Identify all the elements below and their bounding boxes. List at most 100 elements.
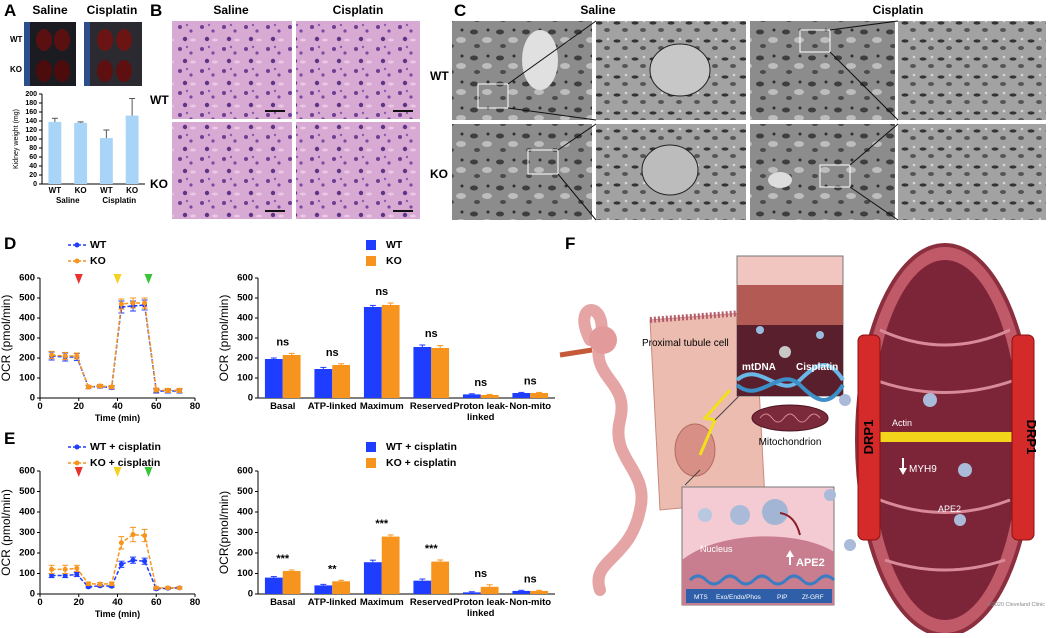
column-label: Saline (580, 3, 616, 17)
shape (172, 122, 292, 219)
shape (527, 149, 559, 175)
x-label-box: Maximum (360, 401, 404, 412)
shape (557, 173, 597, 221)
y-tick-label: 400 (19, 313, 35, 324)
y-tick-label: 600 (237, 273, 253, 284)
row-label: WT (430, 69, 449, 83)
diagram-label: Proximal tubule cell (642, 338, 729, 349)
data-point (130, 532, 136, 538)
significance-label: ** (328, 563, 337, 575)
x-label-box: Basal (270, 597, 296, 608)
shape (1011, 334, 1035, 541)
bar (282, 355, 301, 398)
shape (36, 60, 52, 82)
shape (116, 60, 132, 82)
bar (480, 395, 499, 398)
y-tick-label: 0 (248, 393, 253, 404)
bar (413, 580, 432, 594)
data-point (62, 353, 68, 359)
shape (829, 51, 899, 121)
row-label: WT (150, 93, 169, 107)
significance-label: ns (276, 336, 289, 348)
shape (923, 393, 937, 407)
shape (819, 164, 851, 188)
shape (698, 508, 712, 522)
shape (751, 404, 829, 432)
significance-label: ns (326, 347, 339, 359)
y-tick-label: 300 (237, 333, 253, 344)
shape (954, 514, 966, 526)
shape (779, 512, 801, 536)
kidney-photos (24, 22, 142, 86)
shape (97, 60, 113, 82)
domain-label: MTS (694, 594, 708, 601)
bar (282, 571, 301, 594)
injection-marker (113, 467, 122, 477)
shape (452, 21, 592, 120)
diagram-label: DRP1 (861, 420, 876, 455)
shape (97, 29, 113, 51)
y-tick-label: 600 (19, 466, 35, 477)
shape (24, 22, 30, 86)
bar (381, 305, 400, 398)
panel-label: D (4, 234, 16, 253)
data-point (153, 387, 159, 393)
row-label: KO (150, 177, 168, 191)
shape (849, 186, 899, 221)
y-axis-label: OCR (pmol/min) (0, 489, 13, 576)
shape (116, 29, 132, 51)
shape (686, 589, 832, 603)
bar (431, 348, 450, 398)
data-point (49, 573, 55, 579)
x-tick-label: WT (49, 186, 62, 195)
data-point (153, 585, 159, 591)
panel-label: E (4, 429, 15, 448)
legend-swatch (366, 442, 376, 452)
y-tick-label: 0 (30, 393, 35, 404)
data-point (62, 566, 68, 572)
y-tick-label: 100 (237, 568, 253, 579)
significance-label: *** (276, 553, 290, 565)
legend-swatch (366, 458, 376, 468)
bar (264, 577, 283, 594)
panel-label: F (565, 234, 575, 253)
bar (363, 307, 382, 398)
shape (296, 122, 420, 219)
column-label: Cisplatin (333, 3, 384, 17)
x-tick-label: KO (126, 186, 138, 195)
y-tick-label: 180 (25, 100, 37, 107)
x-tick-label: Basal (270, 597, 296, 608)
y-tick-label: 100 (237, 373, 253, 384)
y-tick-label: 40 (29, 163, 37, 170)
row-label: KO (10, 65, 22, 74)
significance-label: *** (425, 543, 439, 555)
y-tick-label: 500 (237, 486, 253, 497)
y-tick-label: 200 (19, 353, 35, 364)
shape (816, 331, 824, 339)
group-label: Saline (56, 196, 80, 205)
bar (99, 138, 113, 184)
shape (649, 309, 756, 323)
significance-label: *** (375, 518, 389, 530)
shape (786, 550, 794, 557)
y-tick-label: 200 (19, 548, 35, 559)
shape (698, 389, 732, 456)
x-label-box: ATP-linked (308, 597, 357, 608)
x-tick-label: 0 (37, 597, 42, 608)
data-point (109, 581, 115, 587)
data-point (74, 572, 80, 578)
x-tick-label: Proton leak-linked (453, 401, 509, 423)
domain-label: Exo/Endo/Phos (716, 594, 762, 601)
shape (779, 346, 791, 358)
shape (762, 499, 788, 525)
x-label-box: ATP-linked (308, 401, 357, 412)
bar (512, 590, 531, 594)
x-tick-label: Basal (270, 401, 296, 412)
x-tick-label: Non-mito (509, 597, 552, 608)
y-tick-label: 400 (237, 313, 253, 324)
shape (799, 29, 831, 53)
data-point (97, 581, 103, 587)
y-tick-label: 500 (19, 486, 35, 497)
shape (849, 123, 899, 166)
